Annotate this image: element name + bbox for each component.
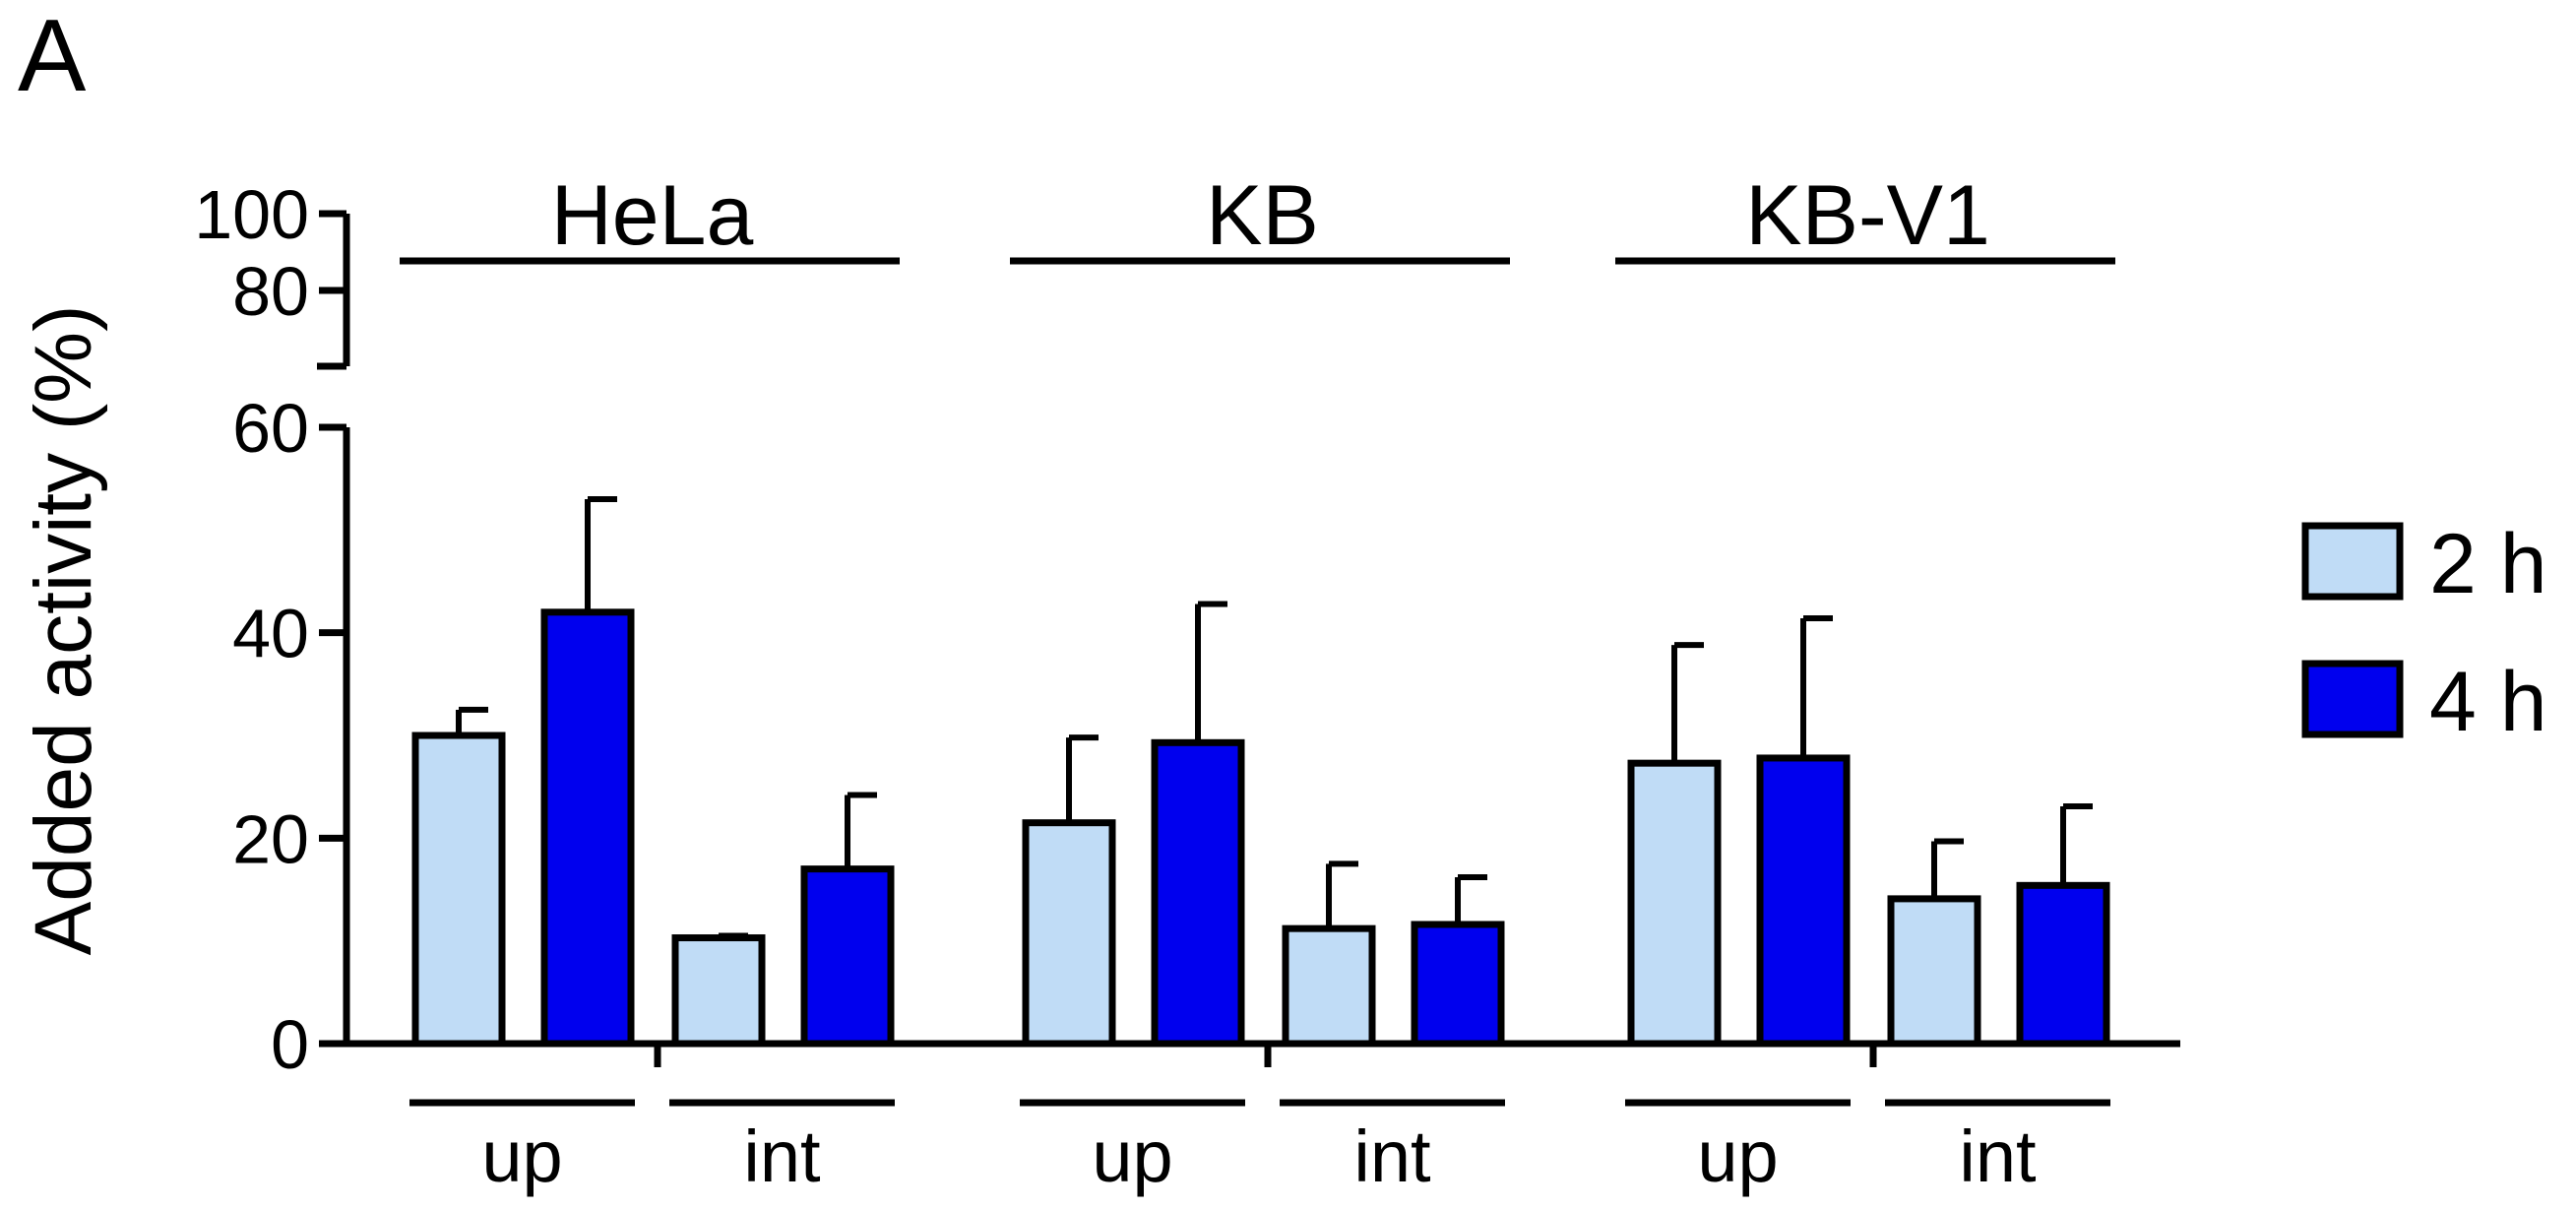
y-tick-label: 100 xyxy=(194,176,309,253)
subgroup-label: int xyxy=(743,1115,821,1197)
y-tick-label: 60 xyxy=(232,390,309,467)
bar xyxy=(1756,754,1851,1048)
bar xyxy=(800,865,895,1048)
bar xyxy=(671,934,766,1048)
legend-label: 2 h xyxy=(2429,517,2547,611)
y-axis-title: Added activity (%) xyxy=(19,305,108,956)
subgroup-label: up xyxy=(1092,1115,1172,1197)
y-tick-label: 20 xyxy=(232,800,309,877)
y-tick-label: 80 xyxy=(232,253,309,330)
legend: 2 h4 h xyxy=(2301,517,2547,749)
legend-label: 4 h xyxy=(2429,655,2547,749)
y-tick-label: 40 xyxy=(232,596,309,672)
subgroup-label: up xyxy=(481,1115,562,1197)
subgroup-label: up xyxy=(1697,1115,1778,1197)
panel-label: A xyxy=(18,0,87,113)
subgroup-label: int xyxy=(1959,1115,2037,1197)
bar xyxy=(1151,738,1245,1048)
bar xyxy=(411,732,506,1048)
subgroup-label: int xyxy=(1353,1115,1431,1197)
bar xyxy=(540,608,635,1048)
legend-swatch xyxy=(2301,660,2404,738)
plot-area xyxy=(411,496,2110,1048)
group-labels: HeLa up int KB up int KB-V1 up int xyxy=(400,168,2115,1197)
group-label: KB-V1 xyxy=(1745,168,1990,263)
group-label: HeLa xyxy=(551,168,754,263)
legend-swatch xyxy=(2301,522,2404,601)
bar xyxy=(2016,881,2110,1048)
bar xyxy=(1022,819,1116,1048)
bar xyxy=(1411,921,1505,1048)
bar xyxy=(1282,924,1376,1048)
bar xyxy=(1627,759,1722,1048)
bar xyxy=(1887,895,1981,1048)
y-tick-label: 0 xyxy=(271,1006,309,1083)
group-label: KB xyxy=(1206,168,1319,263)
